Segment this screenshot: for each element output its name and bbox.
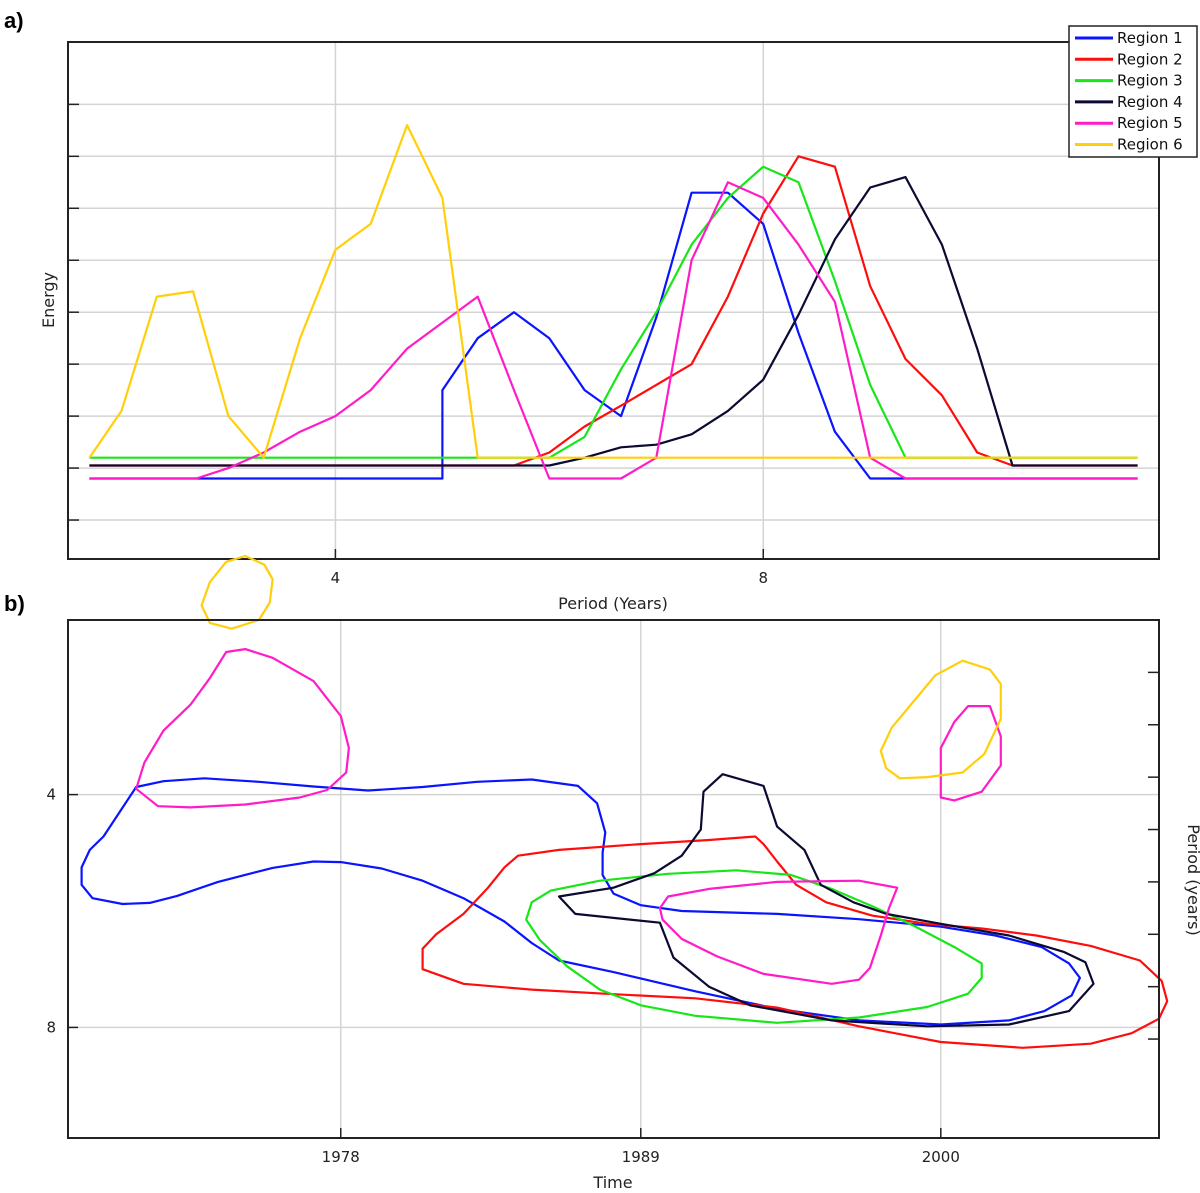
panel-b-xtick-label: 2000	[922, 1148, 960, 1166]
contour-region-6	[879, 659, 1002, 780]
panel-a-ylabel: Energy	[39, 272, 58, 328]
contour-region-5	[135, 647, 350, 809]
contour-region-2	[421, 835, 1169, 1049]
legend-label-region-2: Region 2	[1117, 50, 1183, 68]
panel-b-frame	[67, 619, 1160, 1139]
panel-a-label: a)	[4, 8, 24, 33]
legend-box	[1068, 25, 1198, 158]
panel-b-ytick-label: 4	[46, 786, 56, 804]
panel-b-xtick-label: 1978	[322, 1148, 360, 1166]
legend: Region 1 Region 2 Region 3 Region 4 Region 5…	[1068, 25, 1198, 158]
contour-region-6	[200, 554, 274, 630]
panel-a-xtick-label: 4	[331, 569, 341, 587]
panel-b-ylabel: Period (years)	[1184, 824, 1200, 936]
panel-b-ytick-label: 8	[46, 1018, 56, 1036]
series-line-region-5	[89, 181, 1138, 480]
legend-label-region-4: Region 4	[1117, 93, 1183, 111]
series-line-region-1	[89, 191, 1138, 480]
panel-a-series	[88, 123, 1138, 480]
panel-b-chart: 1978 1989 2000 4 8 Time Period (years)	[46, 554, 1200, 1192]
legend-label-region-1: Region 1	[1117, 29, 1183, 47]
contour-region-3	[525, 869, 983, 1024]
contour-region-4	[557, 773, 1095, 1028]
series-line-region-2	[89, 155, 1138, 467]
panel-b-ticks: 1978 1989 2000 4 8	[46, 671, 1159, 1166]
panel-b-xlabel: Time	[592, 1173, 632, 1192]
series-line-region-6	[88, 123, 1138, 459]
panel-a-xtick-label: 8	[758, 569, 768, 587]
legend-label-region-6: Region 6	[1117, 136, 1183, 154]
legend-label-region-5: Region 5	[1117, 114, 1183, 132]
contour-region-5	[658, 879, 899, 985]
panel-b-series	[80, 554, 1169, 1049]
contour-region-5	[939, 704, 1002, 802]
panel-b-label: b)	[4, 591, 25, 616]
panel-a-frame	[67, 41, 1160, 560]
panel-a-xlabel: Period (Years)	[558, 594, 668, 613]
legend-label-region-3: Region 3	[1117, 72, 1183, 90]
series-line-region-4	[89, 176, 1138, 467]
series-line-region-3	[89, 165, 1138, 459]
contour-region-1	[80, 777, 1082, 1026]
panel-a-grid	[68, 42, 1159, 559]
panel-b-xtick-label: 1989	[622, 1148, 660, 1166]
